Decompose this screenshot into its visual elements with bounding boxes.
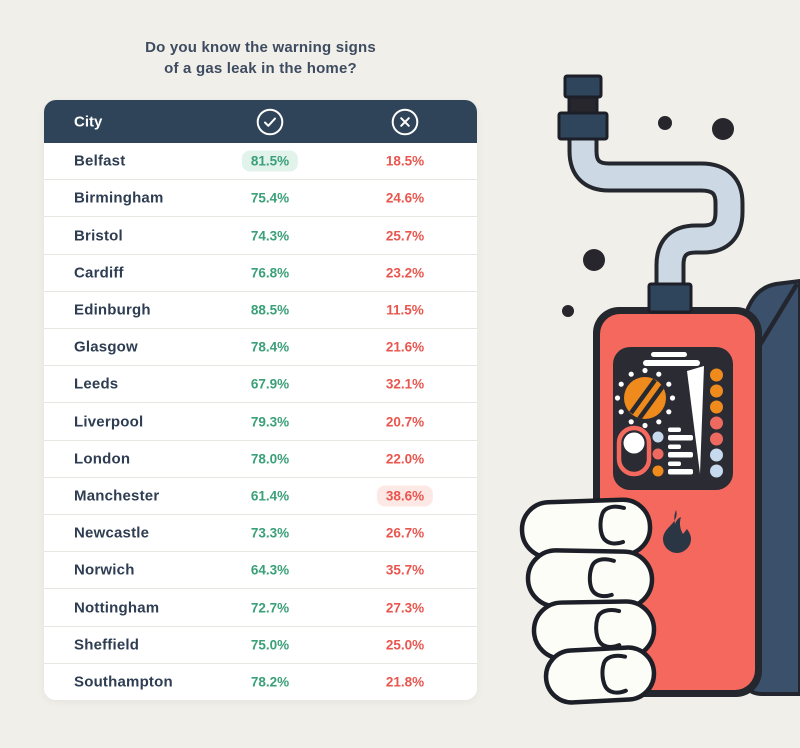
yes-value-cell: 61.4% xyxy=(250,488,290,504)
hose-connector xyxy=(647,282,693,314)
table-row: Liverpool 79.3% 20.7% xyxy=(44,402,477,440)
table-row: London 78.0% 22.0% xyxy=(44,439,477,477)
city-cell: Glasgow xyxy=(74,338,138,356)
no-value-cell: 21.8% xyxy=(385,674,425,690)
no-value-cell: 20.7% xyxy=(385,414,425,430)
yes-value-cell: 74.3% xyxy=(250,228,290,243)
device-body xyxy=(600,314,755,690)
title-line-2: of a gas leak in the home? xyxy=(164,60,357,77)
yes-value-cell: 64.3% xyxy=(250,562,290,578)
table-row: Southampton 78.2% 21.8% xyxy=(44,662,477,700)
no-value-cell: 26.7% xyxy=(385,525,425,541)
yes-value-cell: 73.3% xyxy=(250,525,290,541)
title-line-1: Do you know the warning signs xyxy=(145,39,376,56)
yes-value-cell: 75.4% xyxy=(250,190,290,206)
table-row: Sheffield 75.0% 25.0% xyxy=(44,625,477,663)
knuckle-creases xyxy=(587,504,628,695)
city-cell: Edinburgh xyxy=(74,301,151,319)
indicator-lights xyxy=(710,368,723,478)
probe-nozzle-icon xyxy=(557,74,609,141)
city-cell: London xyxy=(74,450,131,468)
table-row: Norwich 64.3% 35.7% xyxy=(44,551,477,589)
table-row: Nottingham 72.7% 27.3% xyxy=(44,588,477,626)
yes-value-cell: 78.2% xyxy=(250,674,290,690)
city-cell: Leeds xyxy=(74,375,119,393)
no-value-cell: 22.0% xyxy=(385,451,425,467)
city-cell: Manchester xyxy=(74,487,160,505)
no-value-cell: 27.3% xyxy=(385,600,425,616)
table-row: Bristol 74.3% 25.7% xyxy=(44,216,477,254)
cross-circle-icon xyxy=(391,108,419,136)
no-value-cell: 25.0% xyxy=(385,637,425,653)
city-cell: Birmingham xyxy=(74,189,164,207)
no-value-cell: 24.6% xyxy=(385,190,425,206)
city-cell: Norwich xyxy=(74,561,135,579)
table-row: Newcastle 73.3% 26.7% xyxy=(44,514,477,552)
dial-knob-icon xyxy=(614,367,676,429)
yes-value-cell: 76.8% xyxy=(250,265,290,281)
no-value-cell: 38.6% xyxy=(376,485,434,507)
yes-value-cell: 75.0% xyxy=(250,637,290,653)
city-cell: Nottingham xyxy=(74,599,160,617)
table-row: Leeds 67.9% 32.1% xyxy=(44,365,477,403)
city-cell: Newcastle xyxy=(74,524,150,542)
no-value-cell: 23.2% xyxy=(385,265,425,281)
device-screen xyxy=(613,347,733,490)
city-cell: Cardiff xyxy=(74,264,124,282)
detector-hose-icon xyxy=(567,130,745,294)
screen-legend xyxy=(652,427,693,477)
gauge-needle-icon xyxy=(687,366,704,474)
table-row: Glasgow 78.4% 21.6% xyxy=(44,328,477,366)
no-value-cell: 11.5% xyxy=(386,302,424,318)
city-column-header: City xyxy=(74,113,103,130)
city-cell: Liverpool xyxy=(74,413,144,431)
yes-value-cell: 67.9% xyxy=(250,376,290,392)
flame-icon xyxy=(663,510,691,553)
city-cell: Bristol xyxy=(74,227,123,244)
yes-value-cell: 88.5% xyxy=(250,302,290,318)
city-cell: Belfast xyxy=(74,152,126,170)
no-value-cell: 21.6% xyxy=(385,339,425,355)
page-title: Do you know the warning signs of a gas l… xyxy=(44,37,477,79)
table-body: Belfast 81.5% 18.5% Birmingham 75.4% 24.6% Bri… xyxy=(44,143,477,700)
device-outline xyxy=(593,307,762,697)
table-row: Belfast 81.5% 18.5% xyxy=(44,143,477,180)
no-value-cell: 25.7% xyxy=(385,228,425,243)
no-value-cell: 18.5% xyxy=(385,153,425,169)
hand xyxy=(519,497,657,705)
table-row: Cardiff 76.8% 23.2% xyxy=(44,253,477,291)
yes-value-cell: 79.3% xyxy=(250,414,290,430)
city-cell: Southampton xyxy=(74,673,173,691)
gas-particle-dots xyxy=(562,116,734,317)
yes-value-cell: 78.0% xyxy=(250,451,290,467)
yes-value-cell: 78.4% xyxy=(250,339,290,355)
table-row: Birmingham 75.4% 24.6% xyxy=(44,179,477,217)
survey-results-table: City Belfast 81.5% 18.5% Birmingham 75.4% 24.… xyxy=(44,100,477,700)
arm xyxy=(737,278,800,696)
no-value-cell: 35.7% xyxy=(385,562,425,578)
table-row: Manchester 61.4% 38.6% xyxy=(44,476,477,515)
gas-detector-device xyxy=(593,282,762,697)
table-header: City xyxy=(44,100,477,143)
yes-value-cell: 72.7% xyxy=(250,600,290,616)
check-circle-icon xyxy=(256,108,284,136)
no-value-cell: 32.1% xyxy=(385,376,425,392)
yes-value-cell: 81.5% xyxy=(241,150,299,172)
table-row: Edinburgh 88.5% 11.5% xyxy=(44,290,477,329)
city-cell: Sheffield xyxy=(74,636,140,654)
toggle-switch-icon xyxy=(616,425,652,477)
